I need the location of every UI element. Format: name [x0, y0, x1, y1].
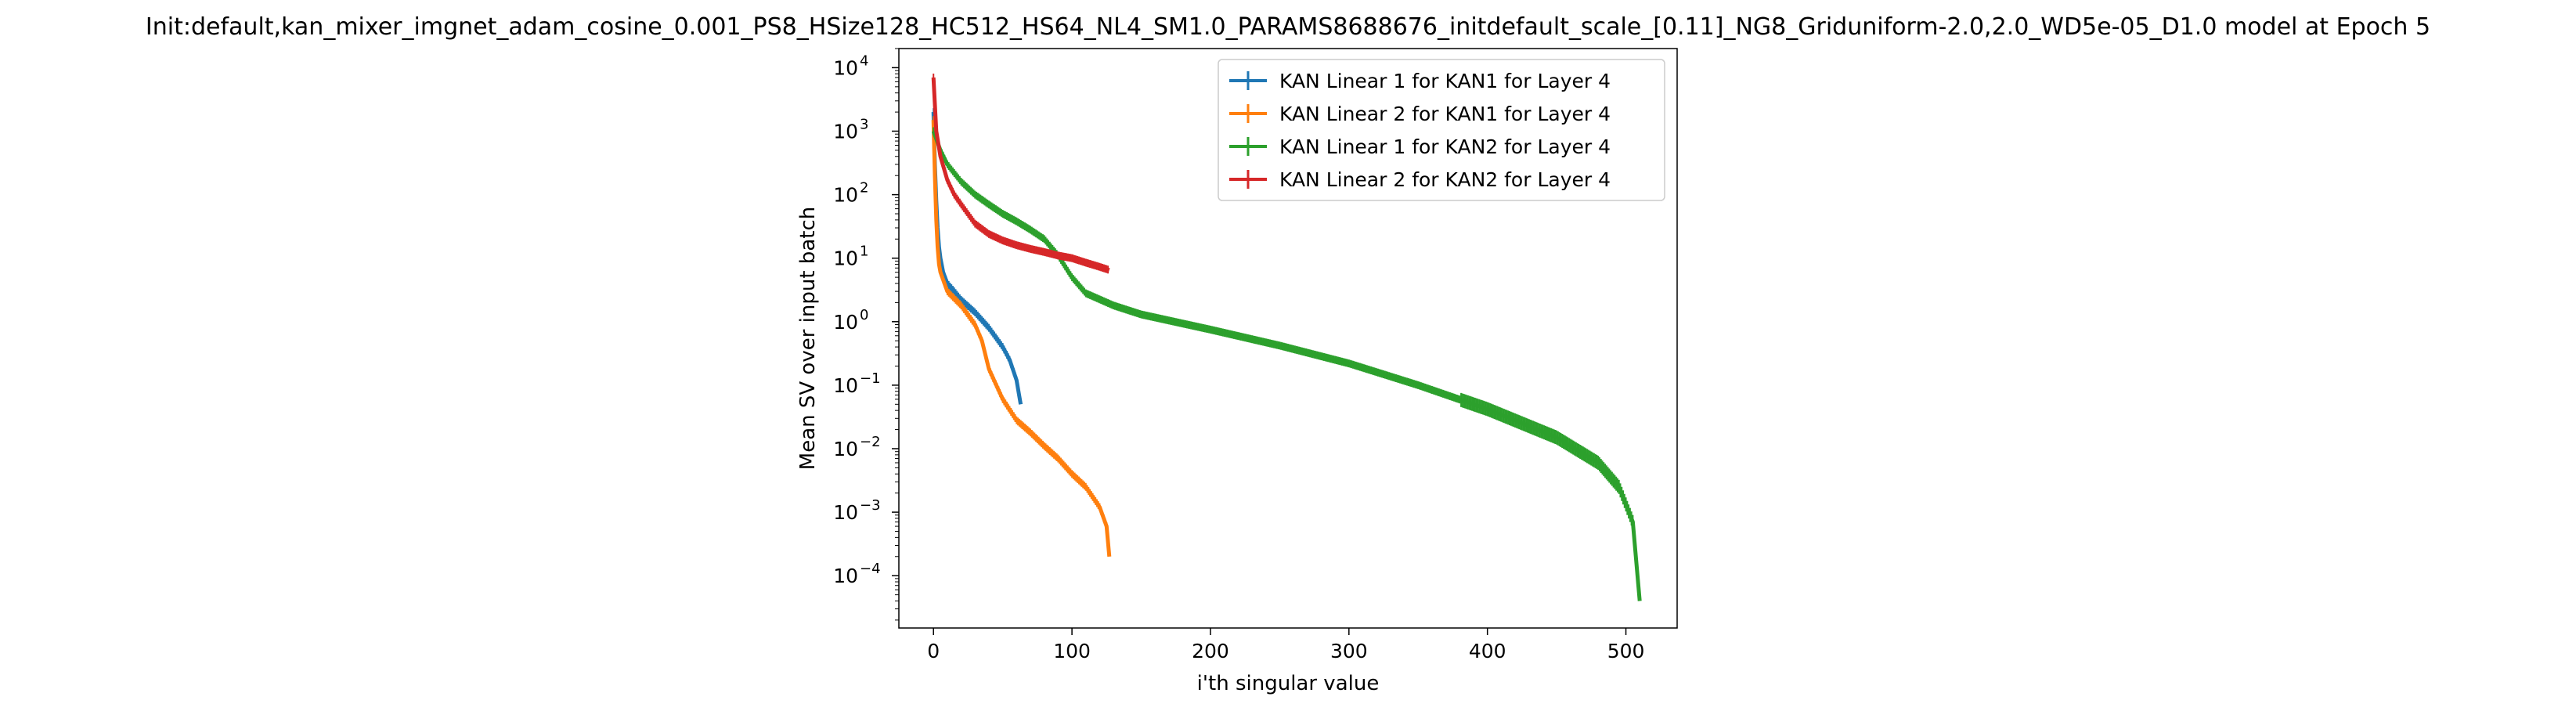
y-tick-label: 10: [833, 501, 858, 524]
x-tick-label: 0: [927, 640, 940, 662]
x-tick-label: 400: [1469, 640, 1506, 662]
legend-label: KAN Linear 2 for KAN2 for Layer 4: [1279, 168, 1611, 191]
legend-entry: KAN Linear 1 for KAN1 for Layer 4: [1229, 70, 1611, 92]
series-2: [931, 116, 1112, 558]
series-3-line: [931, 130, 1642, 601]
y-tick-label: 10: [833, 56, 858, 79]
y-tick-exponent: −4: [860, 561, 881, 577]
series-4: [931, 73, 1110, 274]
x-tick-label: 100: [1053, 640, 1091, 662]
y-tick-exponent: 3: [860, 117, 868, 133]
legend-label: KAN Linear 2 for KAN1 for Layer 4: [1279, 103, 1611, 125]
legend-entry: KAN Linear 2 for KAN1 for Layer 4: [1229, 103, 1611, 125]
y-tick-exponent: 0: [860, 307, 868, 323]
y-axis-label: Mean SV over input batch: [796, 207, 820, 470]
series-2-line: [931, 120, 1112, 558]
y-tick-exponent: 1: [860, 244, 868, 260]
y-tick-exponent: 4: [860, 52, 868, 69]
x-tick-label: 500: [1607, 640, 1645, 662]
x-axis-ticks: 0 100 200 300 400 500: [927, 628, 1644, 662]
y-tick-label: 10: [833, 121, 858, 143]
y-tick-exponent: −1: [860, 370, 881, 387]
x-tick-label: 200: [1192, 640, 1229, 662]
chart-title: Init:default,kan_mixer_imgnet_adam_cosin…: [146, 13, 2430, 41]
legend-label: KAN Linear 1 for KAN1 for Layer 4: [1279, 70, 1611, 92]
legend-entry: KAN Linear 1 for KAN2 for Layer 4: [1229, 135, 1611, 158]
series-4-line: [931, 77, 1110, 272]
series-3: [931, 127, 1642, 601]
legend-label: KAN Linear 1 for KAN2 for Layer 4: [1279, 135, 1611, 158]
legend: KAN Linear 1 for KAN1 for Layer 4 KAN Lin…: [1218, 59, 1665, 201]
y-tick-label: 10: [833, 565, 858, 587]
y-tick-label: 10: [833, 184, 858, 207]
y-tick-exponent: −3: [860, 497, 881, 514]
legend-entry: KAN Linear 2 for KAN2 for Layer 4: [1229, 168, 1611, 191]
y-tick-label: 10: [833, 374, 858, 397]
series-layer: [931, 73, 1642, 601]
legend-box: [1218, 59, 1665, 201]
x-axis-label: i'th singular value: [1197, 672, 1380, 695]
y-tick-label: 10: [833, 311, 858, 334]
y-tick-exponent: −2: [860, 434, 881, 450]
y-tick-exponent: 2: [860, 180, 868, 197]
y-tick-label: 10: [833, 438, 858, 460]
y-tick-label: 10: [833, 247, 858, 270]
x-tick-label: 300: [1330, 640, 1368, 662]
